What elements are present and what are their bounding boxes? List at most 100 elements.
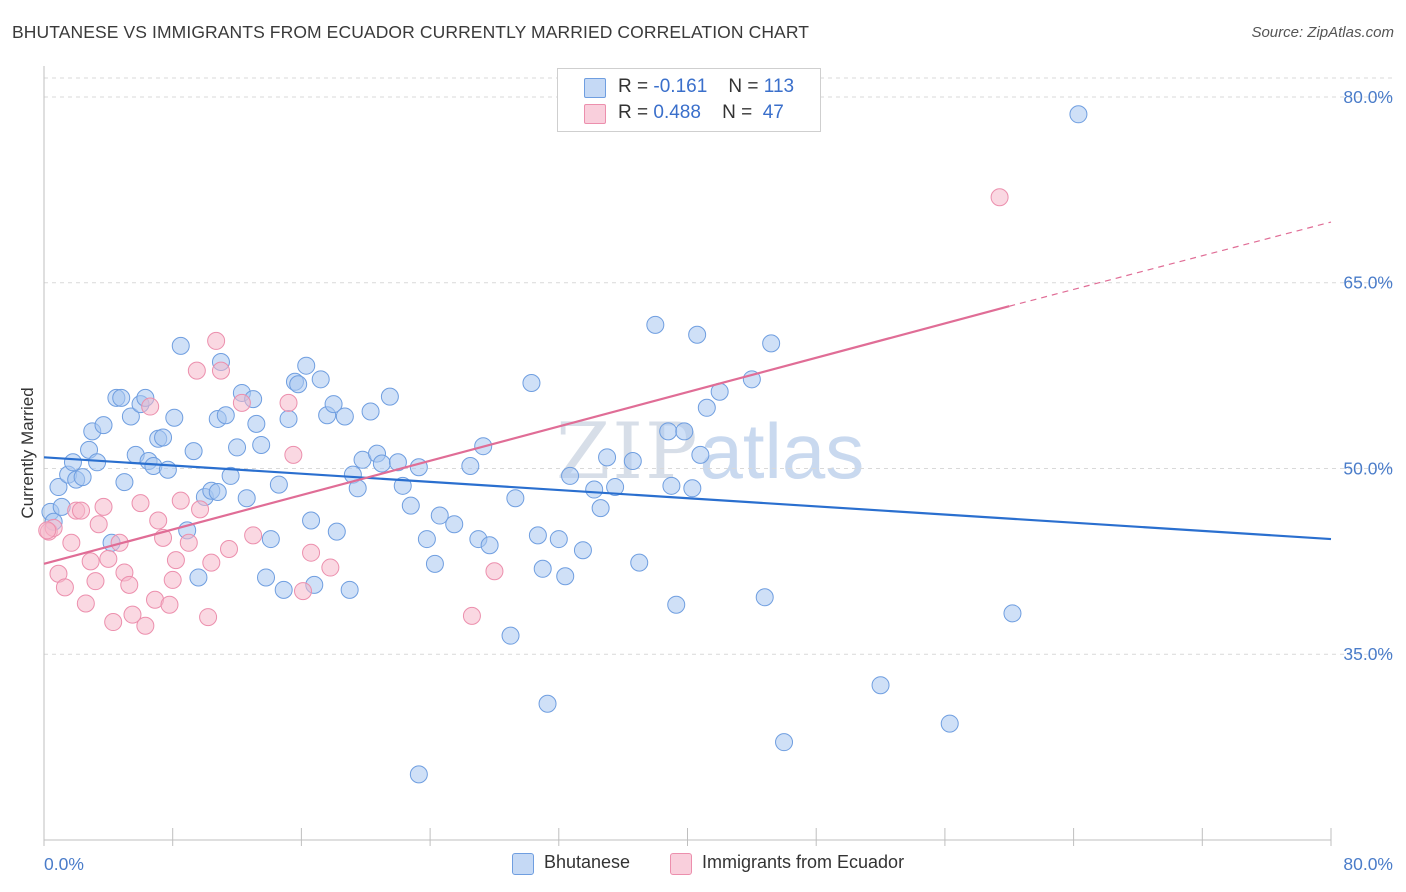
bhutanese-point xyxy=(667,595,686,614)
ecuador-point xyxy=(462,606,481,625)
ecuador-trendline-extension xyxy=(1009,221,1332,307)
bhutanese-point xyxy=(94,416,113,435)
chart-title: BHUTANESE VS IMMIGRANTS FROM ECUADOR CUR… xyxy=(12,22,810,42)
bhutanese-point xyxy=(561,466,580,485)
bhutanese-point xyxy=(63,453,82,472)
legend-text-ecuador: R = 0.488 N = 47 xyxy=(618,102,784,124)
bhutanese-point xyxy=(662,476,681,495)
bhutanese-point xyxy=(327,522,346,541)
bhutanese-point xyxy=(189,568,208,587)
y-tick-label: 80.0% xyxy=(1343,87,1393,107)
bhutanese-point xyxy=(430,506,449,525)
source-label: Source: ZipAtlas.com xyxy=(1251,24,1394,41)
bhutanese-point xyxy=(221,466,240,485)
ecuador-point xyxy=(123,605,142,624)
ecuador-point xyxy=(990,188,1009,207)
bottom-legend-swatch-ecuador xyxy=(670,853,692,875)
bhutanese-point xyxy=(591,499,610,518)
bhutanese-point xyxy=(216,406,235,425)
bhutanese-point xyxy=(556,567,575,586)
ecuador-point xyxy=(244,526,263,545)
bhutanese-point xyxy=(228,438,247,457)
ecuador-point xyxy=(199,608,218,627)
bhutanese-point xyxy=(289,375,308,394)
bhutanese-point xyxy=(380,387,399,406)
bhutanese-point xyxy=(533,559,552,578)
bhutanese-point xyxy=(538,694,557,713)
legend-n-label: N = xyxy=(728,76,759,97)
ecuador-point xyxy=(284,445,303,464)
bhutanese-trendline xyxy=(43,456,1332,541)
bhutanese-point xyxy=(121,407,140,426)
bhutanese-point xyxy=(940,714,959,733)
bhutanese-point xyxy=(501,626,520,645)
bhutanese-point xyxy=(683,479,702,498)
bhutanese-point xyxy=(49,478,68,497)
bhutanese-point xyxy=(335,407,354,426)
ecuador-point xyxy=(187,361,206,380)
bhutanese-point xyxy=(274,580,293,599)
correlation-legend: R = -0.161 N = 113 R = 0.488 N = 47 xyxy=(557,68,821,132)
ecuador-point xyxy=(94,497,113,516)
bhutanese-point xyxy=(409,765,428,784)
ecuador-point xyxy=(485,562,504,581)
legend-n-label: N = xyxy=(722,102,753,123)
ecuador-point xyxy=(99,549,118,568)
bhutanese-point xyxy=(88,453,107,472)
bhutanese-point xyxy=(623,452,642,471)
y-axis-label: Currently Married xyxy=(18,387,37,518)
ecuador-point xyxy=(62,533,81,552)
ecuador-point xyxy=(202,553,221,572)
ecuador-point xyxy=(89,515,108,534)
ecuador-point xyxy=(120,575,139,594)
bhutanese-point xyxy=(549,530,568,549)
y-tick-label: 35.0% xyxy=(1343,644,1393,664)
bhutanese-point xyxy=(237,489,256,508)
ecuador-point xyxy=(211,361,230,380)
bhutanese-point xyxy=(762,334,781,353)
ecuador-point xyxy=(207,331,226,350)
bottom-legend-label-bhutanese: Bhutanese xyxy=(544,852,631,872)
bhutanese-point xyxy=(311,370,330,389)
bhutanese-point xyxy=(445,515,464,534)
ecuador-point xyxy=(81,552,100,571)
bhutanese-point xyxy=(340,580,359,599)
bhutanese-point xyxy=(184,442,203,461)
ecuador-point xyxy=(294,582,313,601)
bhutanese-point xyxy=(393,476,412,495)
ecuador-point xyxy=(38,521,57,540)
bhutanese-point xyxy=(372,454,391,473)
bhutanese-point xyxy=(755,588,774,607)
bhutanese-point xyxy=(697,398,716,417)
legend-r-label: R = xyxy=(618,102,649,123)
bhutanese-point xyxy=(302,511,321,530)
ecuador-point xyxy=(321,558,340,577)
bhutanese-point xyxy=(775,733,794,752)
legend-n-value: 113 xyxy=(763,76,795,97)
ecuador-point xyxy=(163,570,182,589)
legend-r-label: R = xyxy=(618,76,649,97)
ecuador-point xyxy=(131,494,150,513)
bhutanese-point xyxy=(585,480,604,499)
x-tick-label: 80.0% xyxy=(1343,854,1393,874)
bhutanese-point xyxy=(297,356,316,375)
bhutanese-point xyxy=(1069,105,1088,124)
ecuador-point xyxy=(179,533,198,552)
legend-r-value: -0.161 xyxy=(653,76,708,97)
legend-swatch-ecuador xyxy=(584,104,606,124)
bhutanese-point xyxy=(646,315,665,334)
ecuador-point xyxy=(136,616,155,635)
bhutanese-point xyxy=(688,325,707,344)
bhutanese-point xyxy=(324,395,343,414)
bhutanese-point xyxy=(522,374,541,393)
bottom-legend-swatch-bhutanese xyxy=(512,853,534,875)
bhutanese-point xyxy=(115,473,134,492)
bhutanese-point xyxy=(461,457,480,476)
ecuador-point xyxy=(141,397,160,416)
bhutanese-point xyxy=(425,554,444,573)
bhutanese-point xyxy=(659,422,678,441)
ecuador-point xyxy=(86,572,105,591)
ecuador-point xyxy=(76,594,95,613)
bhutanese-point xyxy=(257,568,276,587)
ecuador-trendline xyxy=(43,305,1010,565)
